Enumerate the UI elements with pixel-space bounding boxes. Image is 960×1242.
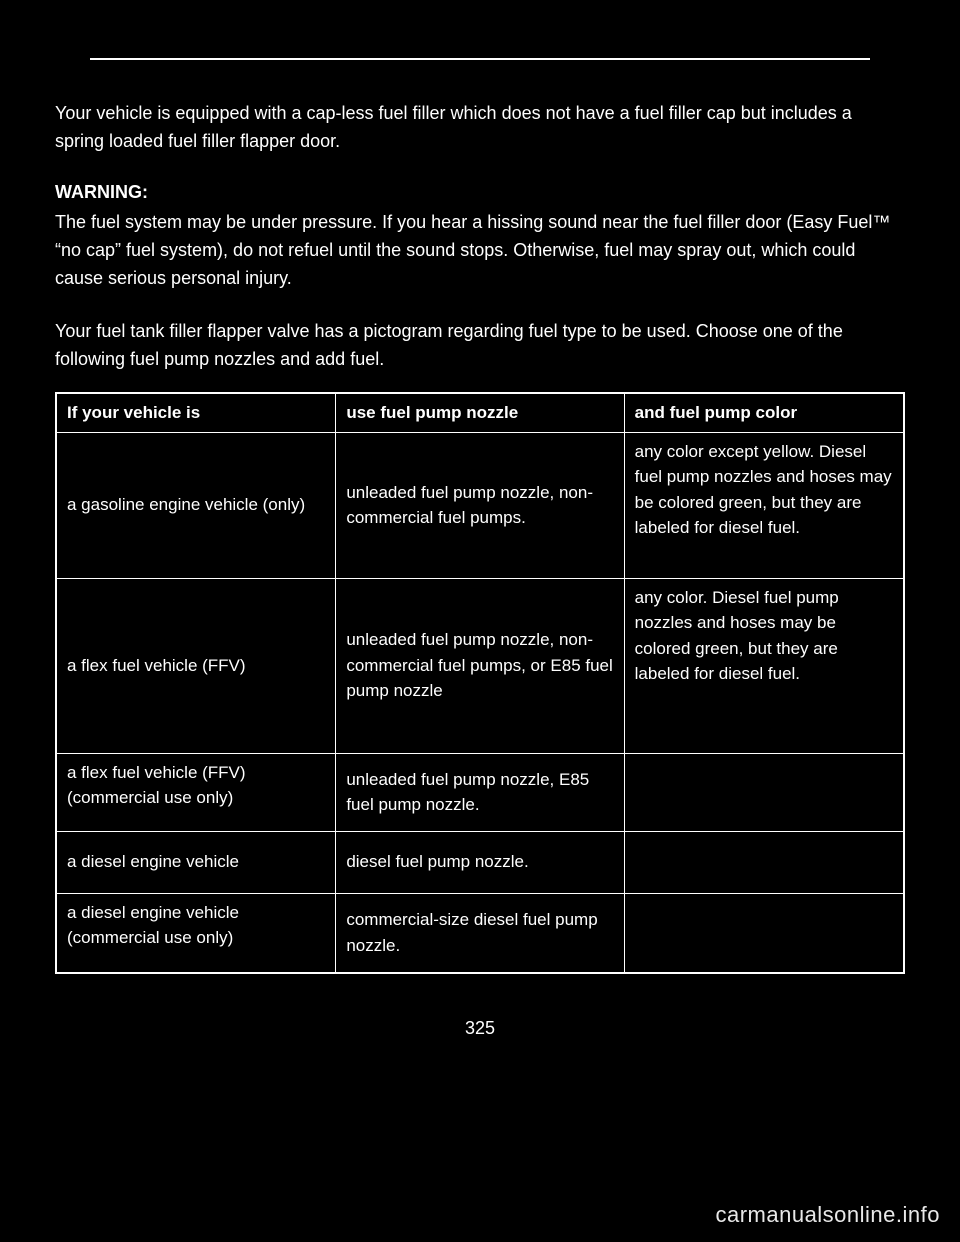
cell: a diesel engine vehicle: [56, 831, 336, 893]
cell: [624, 753, 904, 831]
table-row: a flex fuel vehicle (FFV) (commercial us…: [56, 753, 904, 831]
cell: any color. Diesel fuel pump nozzles and …: [624, 578, 904, 753]
cell: commercial-size diesel fuel pump nozzle.: [336, 893, 624, 973]
warning-text: The fuel system may be under pressure. I…: [55, 209, 905, 293]
cell: unleaded fuel pump nozzle, non-commercia…: [336, 432, 624, 578]
page-number: 325: [55, 1018, 905, 1039]
cell: a flex fuel vehicle (FFV) (commercial us…: [56, 753, 336, 831]
cell: unleaded fuel pump nozzle, non-commercia…: [336, 578, 624, 753]
cell: a diesel engine vehicle (commercial use …: [56, 893, 336, 973]
table-row: a diesel engine vehicle diesel fuel pump…: [56, 831, 904, 893]
cell: [624, 831, 904, 893]
watermark: carmanualsonline.info: [715, 1202, 940, 1228]
intro-text: Your vehicle is equipped with a cap-less…: [55, 100, 905, 156]
warning-label: WARNING:: [55, 182, 905, 203]
header-col-1: If your vehicle is: [56, 393, 336, 432]
table-header-row: If your vehicle is use fuel pump nozzle …: [56, 393, 904, 432]
cell: [624, 893, 904, 973]
table-intro: Your fuel tank filler flapper valve has …: [55, 318, 905, 374]
table-row: a diesel engine vehicle (commercial use …: [56, 893, 904, 973]
content-area: Your vehicle is equipped with a cap-less…: [55, 60, 905, 1039]
table-row: a gasoline engine vehicle (only) unleade…: [56, 432, 904, 578]
header-col-3: and fuel pump color: [624, 393, 904, 432]
table-row: a flex fuel vehicle (FFV) unleaded fuel …: [56, 578, 904, 753]
header-col-2: use fuel pump nozzle: [336, 393, 624, 432]
warning-block: WARNING: The fuel system may be under pr…: [55, 182, 905, 293]
cell: any color except yellow. Diesel fuel pum…: [624, 432, 904, 578]
cell: a flex fuel vehicle (FFV): [56, 578, 336, 753]
fuel-table: If your vehicle is use fuel pump nozzle …: [55, 392, 905, 974]
cell: unleaded fuel pump nozzle, E85 fuel pump…: [336, 753, 624, 831]
cell: diesel fuel pump nozzle.: [336, 831, 624, 893]
page-container: Your vehicle is equipped with a cap-less…: [0, 0, 960, 1242]
cell: a gasoline engine vehicle (only): [56, 432, 336, 578]
